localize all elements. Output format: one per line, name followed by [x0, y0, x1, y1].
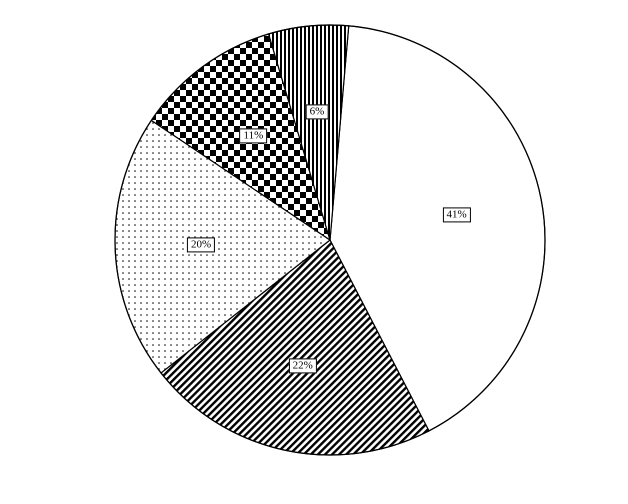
pie-slice-label-0: 41% — [442, 207, 470, 222]
pie-svg — [0, 0, 628, 504]
pie-chart: 41% 22% 20% 11% 6% — [0, 0, 628, 504]
pie-slice-label-4: 6% — [306, 104, 329, 119]
pie-slice-label-1: 22% — [289, 358, 317, 373]
pie-slice-label-2: 20% — [187, 237, 215, 252]
pie-slice-label-3: 11% — [240, 129, 268, 144]
